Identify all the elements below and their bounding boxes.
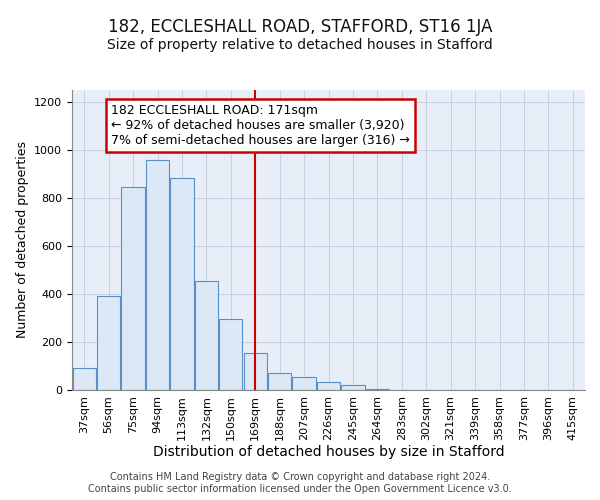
- Bar: [244, 353, 267, 390]
- X-axis label: Distribution of detached houses by size in Stafford: Distribution of detached houses by size …: [152, 446, 505, 460]
- Bar: [219, 319, 242, 390]
- Bar: [146, 160, 169, 390]
- Bar: [121, 187, 145, 390]
- Text: 182, ECCLESHALL ROAD, STAFFORD, ST16 1JA: 182, ECCLESHALL ROAD, STAFFORD, ST16 1JA: [108, 18, 492, 36]
- Y-axis label: Number of detached properties: Number of detached properties: [16, 142, 29, 338]
- Text: Size of property relative to detached houses in Stafford: Size of property relative to detached ho…: [107, 38, 493, 52]
- Bar: [195, 281, 218, 390]
- Bar: [317, 382, 340, 390]
- Text: Contains HM Land Registry data © Crown copyright and database right 2024.
Contai: Contains HM Land Registry data © Crown c…: [88, 472, 512, 494]
- Bar: [268, 373, 291, 390]
- Bar: [97, 296, 120, 390]
- Text: 182 ECCLESHALL ROAD: 171sqm
← 92% of detached houses are smaller (3,920)
7% of s: 182 ECCLESHALL ROAD: 171sqm ← 92% of det…: [111, 104, 410, 148]
- Bar: [73, 368, 96, 390]
- Bar: [292, 377, 316, 390]
- Bar: [341, 385, 365, 390]
- Bar: [170, 178, 194, 390]
